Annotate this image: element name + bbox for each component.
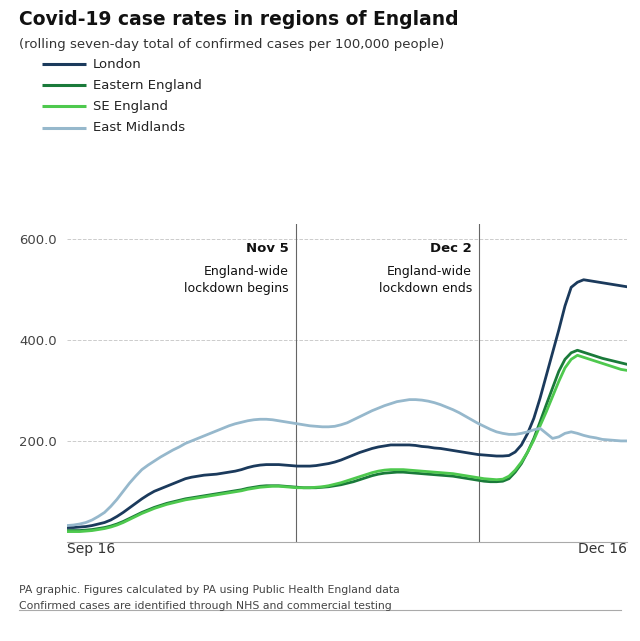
Text: East Midlands: East Midlands [93,121,185,134]
Text: England-wide
lockdown begins: England-wide lockdown begins [184,265,289,295]
Text: Dec 16: Dec 16 [578,542,627,556]
Text: Nov 5: Nov 5 [246,242,289,255]
Text: Dec 2: Dec 2 [430,242,472,255]
Text: London: London [93,58,141,71]
Text: SE England: SE England [93,100,168,113]
Text: Covid-19 case rates in regions of England: Covid-19 case rates in regions of Englan… [19,10,459,29]
Text: Sep 16: Sep 16 [67,542,115,556]
Text: Confirmed cases are identified through NHS and commercial testing: Confirmed cases are identified through N… [19,601,392,611]
Text: Eastern England: Eastern England [93,79,202,92]
Text: England-wide
lockdown ends: England-wide lockdown ends [379,265,472,295]
Text: PA graphic. Figures calculated by PA using Public Health England data: PA graphic. Figures calculated by PA usi… [19,585,400,595]
Text: (rolling seven-day total of confirmed cases per 100,000 people): (rolling seven-day total of confirmed ca… [19,38,444,51]
